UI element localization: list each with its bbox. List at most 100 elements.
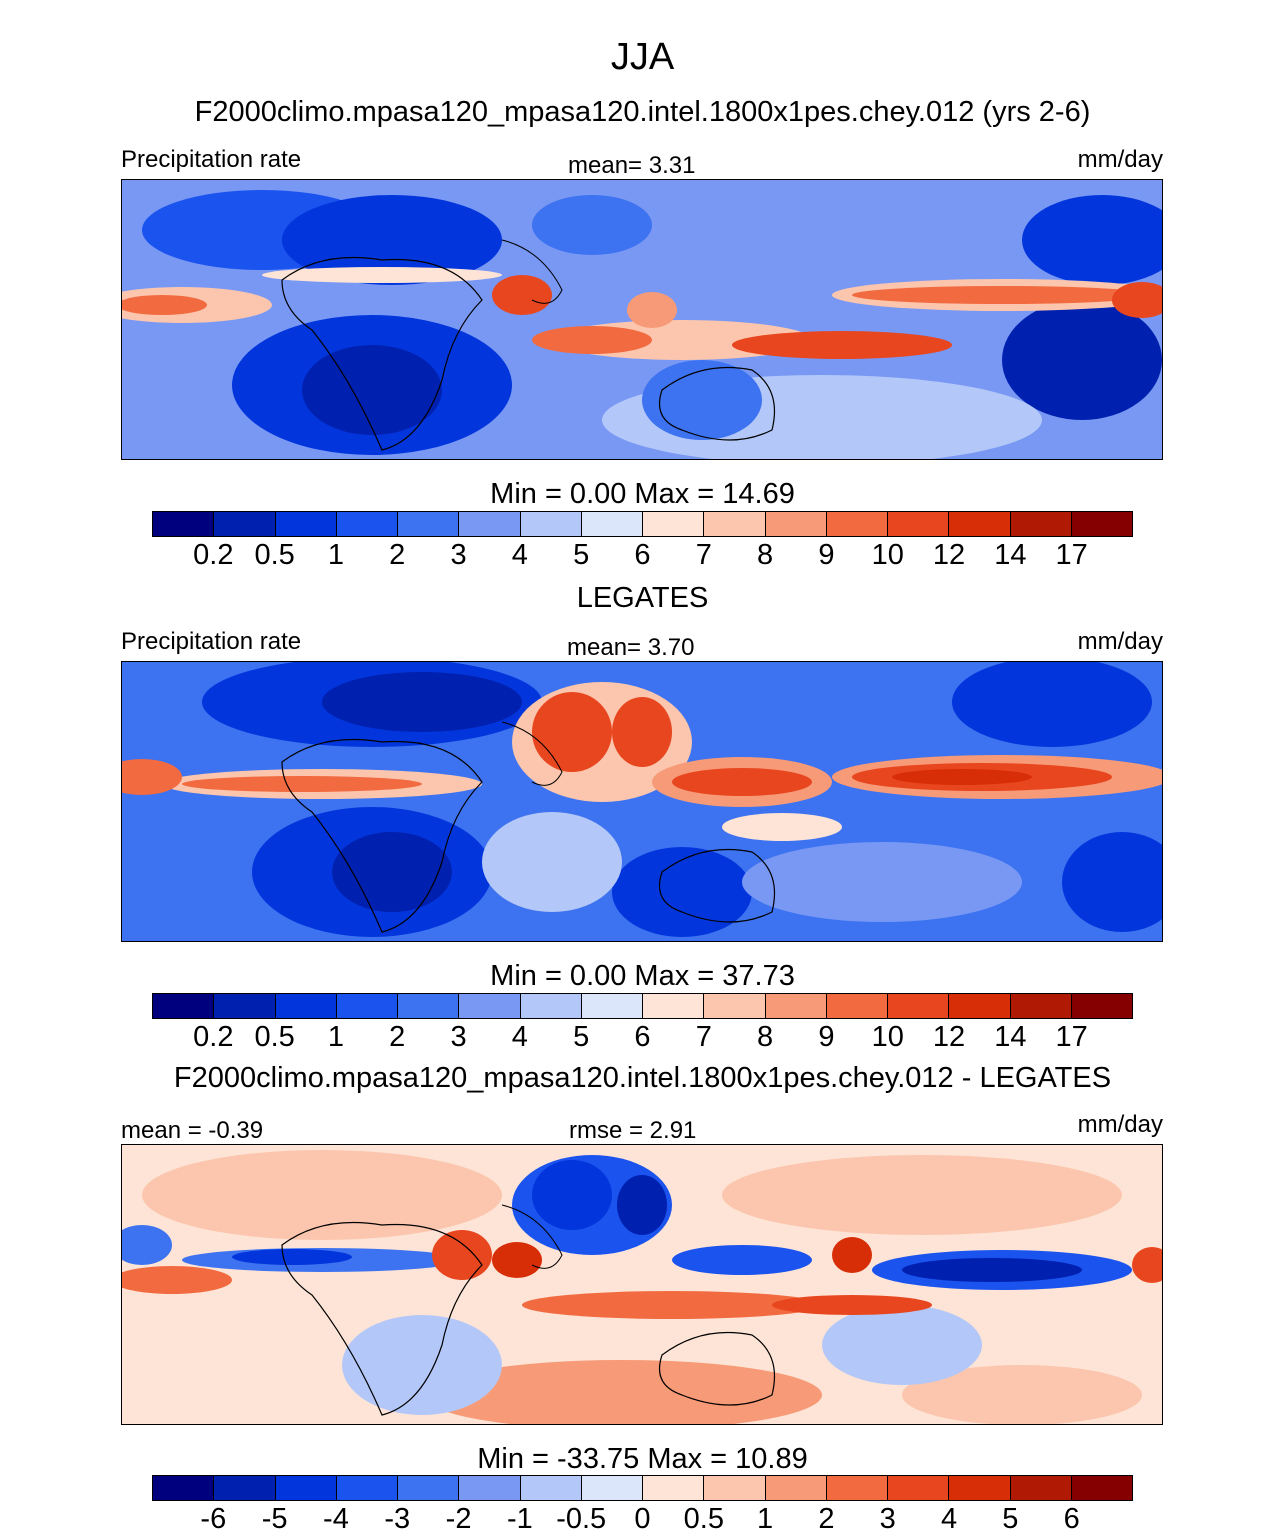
colorbar-tick-label: 2 [389,1021,406,1053]
panel-3-units-label: mm/day [1077,1111,1163,1138]
colorbar-box [1010,1476,1072,1500]
colorbar-box [398,994,460,1018]
panel-3-title: F2000climo.mpasa120_mpasa120.intel.1800x… [173,1062,1112,1094]
panel-3-colorbar [152,1475,1133,1501]
colorbar-box [275,512,337,536]
colorbar-tick-label: 0 [634,1503,651,1535]
colorbar-tick-label: 5 [573,1021,590,1053]
colorbar-box [826,994,888,1018]
colorbar-box [459,994,521,1018]
colorbar-box [1010,994,1072,1018]
colorbar-box [459,512,521,536]
panel-1-minmax: Min = 0.00 Max = 14.69 [490,478,795,510]
figure-title: JJA [610,36,675,78]
colorbar-tick-label: 1 [327,1021,344,1053]
colorbar-tick-label: 17 [1055,539,1088,571]
colorbar-tick-label: -6 [200,1503,227,1535]
colorbar-tick-label: 6 [634,1021,651,1053]
colorbar-box [459,1476,521,1500]
panel-1-title: F2000climo.mpasa120_mpasa120.intel.1800x… [194,96,1091,128]
colorbar-box [214,994,276,1018]
colorbar-box [949,512,1011,536]
panel-2-colorbar [152,993,1133,1019]
colorbar-tick-label: 7 [695,539,712,571]
model-precip-map [122,180,1162,459]
panel-2-map [121,661,1163,942]
colorbar-box [336,994,398,1018]
colorbar-tick-label: 8 [757,1021,774,1053]
colorbar-box [398,1476,460,1500]
colorbar-box [1071,994,1132,1018]
panel-2-title: LEGATES [576,582,709,614]
colorbar-box [1071,1476,1132,1500]
colorbar-box [765,1476,827,1500]
colorbar-tick-label: 0.2 [193,539,234,571]
colorbar-box [826,512,888,536]
obs-precip-map [122,662,1162,941]
colorbar-box [704,512,766,536]
colorbar-box [1071,512,1132,536]
colorbar-box [704,994,766,1018]
colorbar-box [153,512,215,536]
colorbar-tick-label: -5 [261,1503,288,1535]
panel-2-units-label: mm/day [1077,628,1163,655]
colorbar-box [275,1476,337,1500]
panel-2-variable-label: Precipitation rate [121,628,302,655]
colorbar-tick-label: 8 [757,539,774,571]
colorbar-tick-label: 9 [818,539,835,571]
colorbar-tick-label: 0.5 [254,1021,295,1053]
colorbar-box [1010,512,1072,536]
colorbar-tick-label: -0.5 [556,1503,607,1535]
colorbar-tick-label: -2 [445,1503,472,1535]
colorbar-box [398,512,460,536]
panel-2-minmax: Min = 0.00 Max = 37.73 [490,960,795,992]
colorbar-box [581,994,643,1018]
colorbar-box [153,1476,215,1500]
colorbar-box [581,1476,643,1500]
colorbar-box [949,1476,1011,1500]
panel-3-mean-label: mean = -0.39 [121,1117,264,1144]
colorbar-tick-label: 4 [511,539,528,571]
colorbar-box [520,512,582,536]
colorbar-box [520,1476,582,1500]
colorbar-tick-label: 4 [511,1021,528,1053]
panel-3-minmax: Min = -33.75 Max = 10.89 [477,1443,808,1475]
colorbar-box [826,1476,888,1500]
colorbar-tick-label: -3 [384,1503,411,1535]
panel-1-colorbar [152,511,1133,537]
colorbar-tick-label: 7 [695,1021,712,1053]
panel-1-variable-label: Precipitation rate [121,146,302,173]
colorbar-tick-label: 3 [879,1503,896,1535]
colorbar-tick-label: 5 [573,539,590,571]
colorbar-tick-label: 6 [1063,1503,1080,1535]
panel-1-map [121,179,1163,460]
colorbar-tick-label: 14 [994,539,1027,571]
colorbar-tick-label: 3 [450,1021,467,1053]
colorbar-box [888,994,950,1018]
colorbar-box [336,1476,398,1500]
colorbar-box [581,512,643,536]
colorbar-tick-label: 6 [634,539,651,571]
colorbar-box [643,1476,705,1500]
colorbar-box [214,1476,276,1500]
colorbar-box [888,512,950,536]
panel-3-map [121,1144,1163,1425]
colorbar-box [765,512,827,536]
difference-map [122,1145,1162,1424]
colorbar-tick-label: 0.5 [254,539,295,571]
colorbar-tick-label: 12 [932,539,966,571]
colorbar-tick-label: 9 [818,1021,835,1053]
colorbar-tick-label: 1 [327,539,344,571]
colorbar-box [704,1476,766,1500]
colorbar-box [336,512,398,536]
colorbar-box [643,512,705,536]
colorbar-tick-label: -4 [323,1503,349,1535]
colorbar-tick-label: 2 [389,539,406,571]
colorbar-tick-label: 5 [1002,1503,1019,1535]
colorbar-box [214,512,276,536]
colorbar-box [520,994,582,1018]
colorbar-tick-label: 10 [871,539,904,571]
colorbar-box [643,994,705,1018]
colorbar-tick-label: 4 [940,1503,958,1535]
colorbar-box [153,994,215,1018]
